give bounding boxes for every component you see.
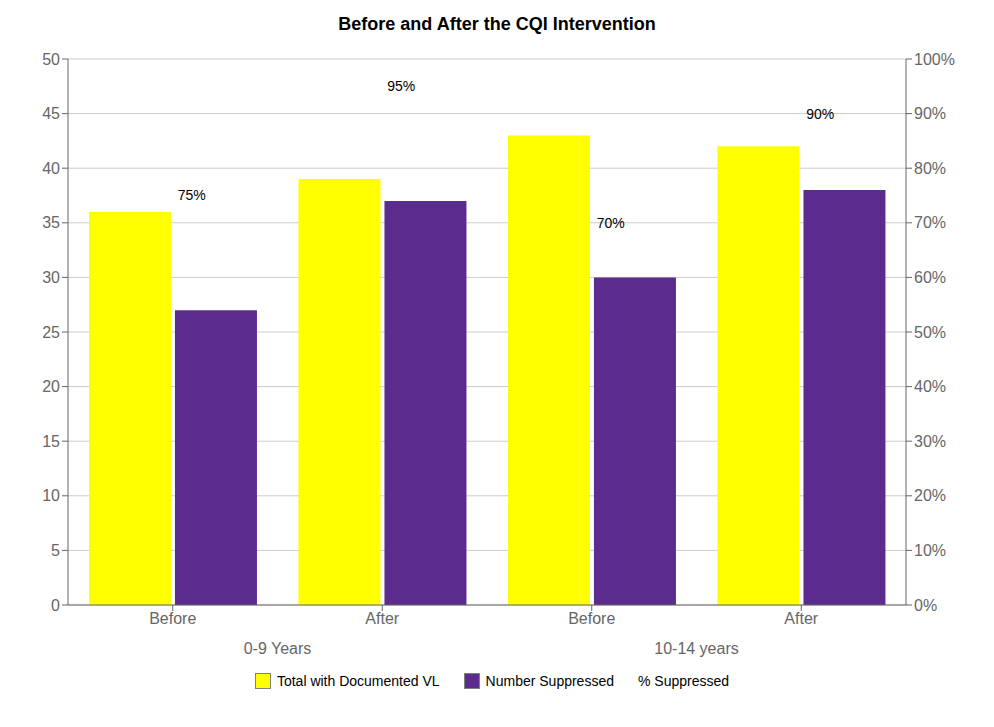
svg-text:0%: 0% bbox=[914, 597, 937, 614]
svg-text:60%: 60% bbox=[914, 269, 946, 286]
svg-text:20: 20 bbox=[42, 378, 60, 395]
svg-text:30%: 30% bbox=[914, 433, 946, 450]
svg-text:Before: Before bbox=[149, 610, 196, 627]
html-text:Total with Documented VL: Total with Documented VL bbox=[276, 673, 440, 689]
svg-text:15: 15 bbox=[42, 433, 60, 450]
svg-text:After: After bbox=[365, 610, 399, 627]
svg-text:90%: 90% bbox=[914, 105, 946, 122]
svg-text:70%: 70% bbox=[597, 215, 625, 231]
svg-text:30: 30 bbox=[42, 269, 60, 286]
html-text:Number Suppressed: Number Suppressed bbox=[485, 673, 614, 689]
svg-text:80%: 80% bbox=[914, 160, 946, 177]
svg-text:90%: 90% bbox=[806, 106, 834, 122]
svg-text:0-9 Years: 0-9 Years bbox=[244, 640, 312, 657]
svg-text:10-14 years: 10-14 years bbox=[654, 640, 739, 657]
svg-text:75%: 75% bbox=[178, 187, 206, 203]
svg-text:50%: 50% bbox=[914, 324, 946, 341]
svg-text:95%: 95% bbox=[387, 78, 415, 94]
html-text:% Suppressed: % Suppressed bbox=[638, 673, 729, 689]
svg-text:40%: 40% bbox=[914, 378, 946, 395]
svg-text:35: 35 bbox=[42, 214, 60, 231]
svg-text:70%: 70% bbox=[914, 214, 946, 231]
svg-text:25: 25 bbox=[42, 324, 60, 341]
svg-text:0: 0 bbox=[51, 597, 60, 614]
svg-text:Before: Before bbox=[568, 610, 615, 627]
svg-text:100%: 100% bbox=[914, 51, 955, 68]
svg-text:20%: 20% bbox=[914, 487, 946, 504]
html-text:Before and After the CQI Inter: Before and After the CQI Intervention bbox=[338, 14, 656, 34]
svg-text:After: After bbox=[784, 610, 818, 627]
svg-text:10: 10 bbox=[42, 487, 60, 504]
svg-text:40: 40 bbox=[42, 160, 60, 177]
svg-text:5: 5 bbox=[51, 542, 60, 559]
svg-text:50: 50 bbox=[42, 51, 60, 68]
svg-text:45: 45 bbox=[42, 105, 60, 122]
svg-text:10%: 10% bbox=[914, 542, 946, 559]
